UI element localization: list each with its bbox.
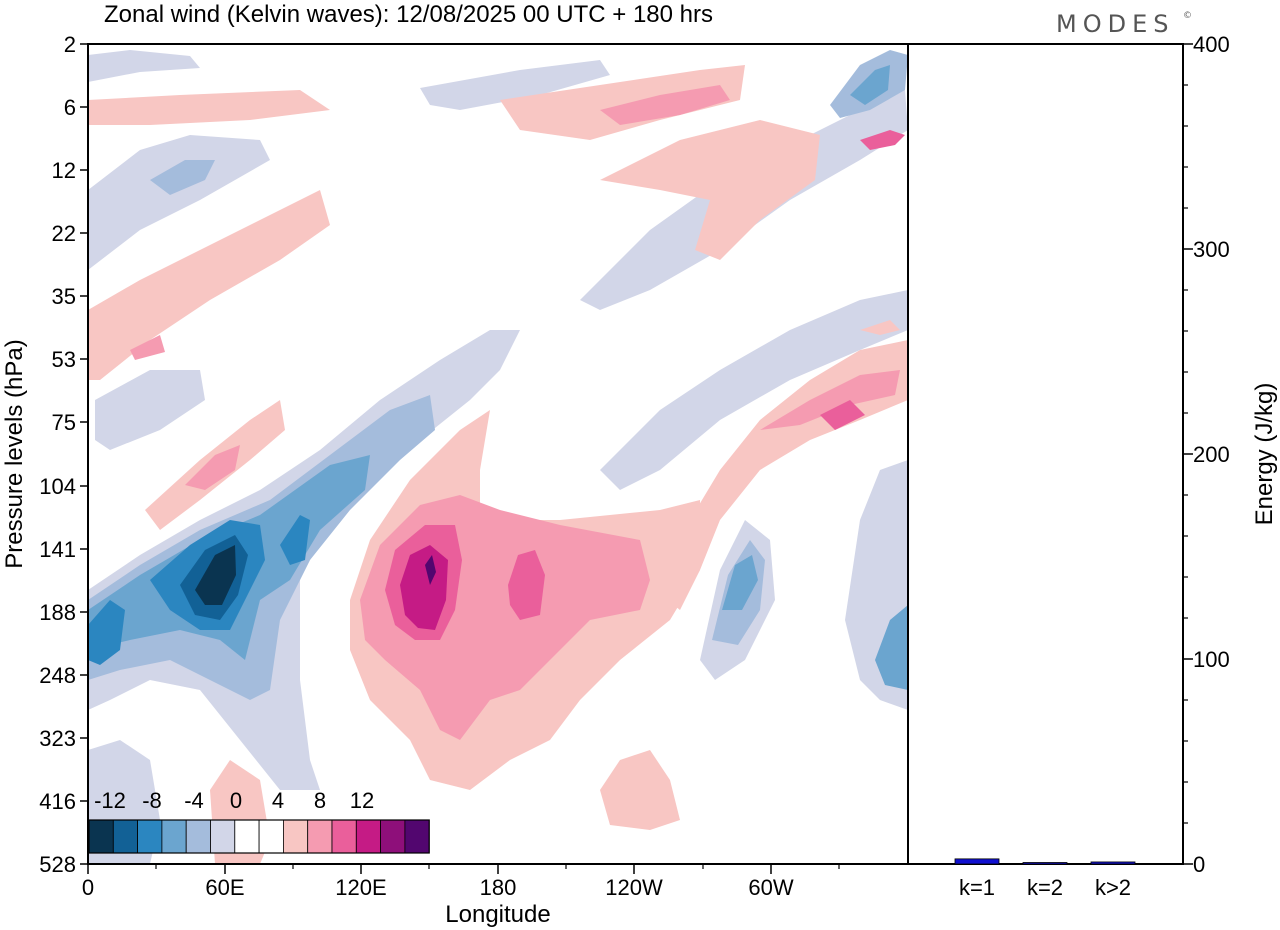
colorbar-swatch: [380, 819, 406, 854]
colorbar-swatch: [88, 819, 114, 854]
positive-right-band-core: [820, 400, 865, 430]
positive-main-core: [425, 555, 436, 585]
energy-tick-label: 400: [1193, 32, 1230, 57]
negative-lower-left-secondary: [88, 600, 125, 665]
positive-secondary-core: [508, 550, 545, 620]
negative-band-upper-left: [88, 135, 270, 270]
negative-far-right-core: [875, 605, 908, 690]
brand-logo: MODES: [1056, 10, 1174, 38]
chart-title: Zonal wind (Kelvin waves): 12/08/2025 00…: [104, 1, 713, 28]
colorbar-label: -12: [94, 788, 126, 813]
positive-anomaly-regions: [88, 65, 908, 864]
bar-category-label: k>2: [1095, 875, 1131, 900]
positive-top-right-spot: [860, 130, 905, 150]
colorbar-label: 4: [272, 788, 284, 813]
y-tick-label: 528: [39, 852, 76, 877]
energy-bar: [1090, 861, 1136, 865]
y-tick-label: 248: [39, 663, 76, 688]
energy-bar-labels: k=1 k=2 k>2: [959, 875, 1131, 900]
y-tick-label: 35: [52, 284, 76, 309]
colorbar-swatch: [307, 819, 333, 854]
colorbar-swatch: [137, 819, 163, 854]
negative-band-left-mid: [95, 370, 205, 450]
energy-axis: [1183, 43, 1193, 865]
x-tick-label: 120E: [335, 875, 386, 900]
positive-band-top-mid-core: [600, 85, 730, 125]
x-tick-label: 60E: [205, 875, 244, 900]
y-tick-label: 323: [39, 726, 76, 751]
negative-right-column-core: [722, 555, 758, 610]
y-tick-label: 12: [52, 158, 76, 183]
positive-band-top: [88, 90, 330, 125]
positive-band-right-upper: [600, 120, 820, 260]
colorbar-frame: [88, 819, 430, 854]
negative-band-top: [88, 50, 200, 82]
negative-upper-left-core: [150, 160, 215, 195]
brand-mark: ©: [1183, 11, 1192, 21]
x-tick-label: 180: [480, 875, 517, 900]
colorbar: [88, 819, 430, 854]
y-tick-label: 416: [39, 789, 76, 814]
positive-right-band-level2: [760, 370, 900, 430]
colorbar-swatch: [234, 819, 260, 854]
pressure-axis: 2 6 12 22 35 53 75 104 141 188 248 323 4…: [39, 32, 88, 877]
positive-lower-mid: [600, 750, 680, 830]
energy-axis-label: Energy (J/kg): [1251, 383, 1278, 526]
colorbar-label: 8: [314, 788, 326, 813]
y-tick-label: 104: [39, 474, 76, 499]
y-tick-label: 22: [52, 221, 76, 246]
energy-tick-label: 100: [1193, 647, 1230, 672]
x-tick-label: 0: [82, 875, 94, 900]
bar-category-label: k=2: [1027, 875, 1063, 900]
negative-band-right-mid: [600, 290, 908, 490]
colorbar-swatch: [161, 819, 187, 854]
longitude-axis: 0 60E 120E 180 120W 60W: [82, 864, 840, 900]
colorbar-swatch: [185, 819, 211, 854]
energy-bars: [954, 858, 1136, 865]
negative-secondary-core: [280, 515, 310, 565]
y-tick-label: 6: [64, 95, 76, 120]
colorbar-swatch: [404, 819, 430, 854]
y-tick-label: 141: [39, 537, 76, 562]
colorbar-labels: -12 -8 -4 0 4 8 12: [94, 788, 374, 813]
colorbar-label: -4: [184, 788, 204, 813]
y-tick-label: 75: [52, 410, 76, 435]
colorbar-label: 12: [350, 788, 374, 813]
colorbar-swatch: [282, 819, 309, 854]
bar-category-label: k=1: [959, 875, 995, 900]
colorbar-label: -8: [142, 788, 162, 813]
negative-top-right-core: [850, 65, 890, 105]
energy-tick-label: 200: [1193, 442, 1230, 467]
colorbar-swatch: [210, 819, 236, 854]
positive-band-upper-left-core: [130, 335, 165, 360]
y-axis-label: Pressure levels (hPa): [1, 339, 28, 568]
colorbar-swatch: [355, 819, 381, 854]
positive-band-mid-left-core: [185, 445, 240, 490]
colorbar-label: 0: [230, 788, 242, 813]
x-tick-label: 60W: [748, 875, 793, 900]
negative-band-top-mid: [420, 60, 610, 110]
negative-anomaly-regions: [88, 50, 908, 864]
positive-band-top-mid: [500, 65, 745, 140]
energy-tick-label: 300: [1193, 237, 1230, 262]
x-axis-label: Longitude: [445, 901, 550, 928]
energy-panel-frame: [907, 43, 1184, 865]
energy-tick-label: 0: [1193, 852, 1205, 877]
positive-upper-right-spot: [860, 320, 900, 335]
y-tick-label: 53: [52, 347, 76, 372]
colorbar-swatch: [258, 819, 284, 854]
negative-core-level6: [195, 545, 236, 605]
energy-bar: [954, 858, 1000, 865]
y-tick-label: 2: [64, 32, 76, 57]
x-tick-label: 120W: [605, 875, 663, 900]
positive-band-upper-left: [88, 190, 330, 380]
contour-field: [88, 50, 908, 864]
positive-main-level4: [400, 545, 448, 630]
colorbar-swatch: [112, 819, 139, 854]
energy-bar: [1022, 862, 1068, 865]
energy-axis-labels: 0 100 200 300 400: [1193, 32, 1230, 877]
y-tick-label: 188: [39, 600, 76, 625]
colorbar-swatch: [331, 819, 357, 854]
